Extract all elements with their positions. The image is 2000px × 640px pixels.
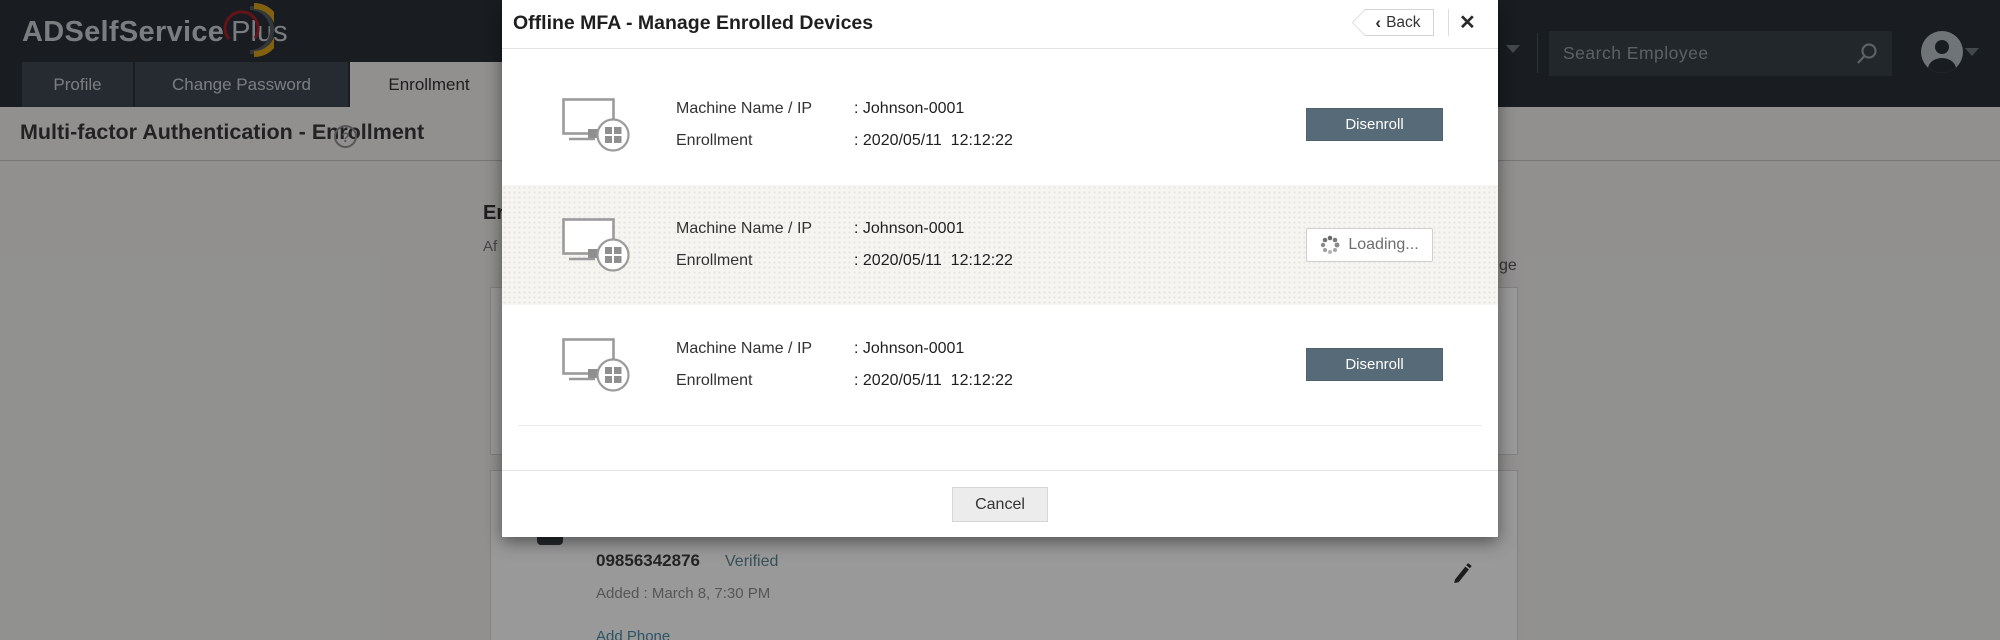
workstation-icon bbox=[562, 98, 630, 152]
spinner-icon bbox=[1321, 235, 1340, 254]
device-row: Machine Name / IP : Johnson-0001 Enrollme… bbox=[502, 185, 1498, 305]
enrollment-label: Enrollment bbox=[676, 372, 753, 389]
device-row: Machine Name / IP : Johnson-0001 Enrollme… bbox=[502, 305, 1498, 425]
phone-added-date: Added : March 8, 7:30 PM bbox=[596, 585, 771, 602]
loading-button: Loading... bbox=[1306, 228, 1433, 262]
edit-pencil-icon[interactable] bbox=[1451, 559, 1473, 583]
modal-header: Offline MFA - Manage Enrolled Devices ‹ … bbox=[502, 0, 1498, 49]
trailing-text-fragment: ge bbox=[1499, 257, 1517, 274]
enrollment-label: Enrollment bbox=[676, 132, 753, 149]
disenroll-button[interactable]: Disenroll bbox=[1306, 348, 1443, 381]
header-divider bbox=[1537, 33, 1538, 73]
help-icon[interactable]: ? bbox=[334, 125, 357, 148]
logo-crescent-icon bbox=[223, 3, 274, 57]
user-menu-caret-icon[interactable] bbox=[1965, 48, 1979, 56]
enrollment-value: : 2020/05/11 12:12:22 bbox=[854, 252, 1013, 269]
domain-dropdown-caret-icon[interactable] bbox=[1506, 45, 1520, 53]
machine-name-value: : Johnson-0001 bbox=[854, 340, 965, 357]
machine-name-value: : Johnson-0001 bbox=[854, 100, 965, 117]
workstation-icon bbox=[562, 338, 630, 392]
search-box bbox=[1549, 31, 1892, 76]
enrollment-value: : 2020/05/11 12:12:22 bbox=[854, 372, 1013, 389]
app-logo: ADSelfService Plus bbox=[22, 16, 288, 49]
enrollment-label: Enrollment bbox=[676, 252, 753, 269]
phone-number: 09856342876 bbox=[596, 551, 701, 570]
tab-change-password[interactable]: Change Password bbox=[135, 62, 348, 107]
cancel-button[interactable]: Cancel bbox=[952, 487, 1048, 522]
add-phone-link[interactable]: Add Phone bbox=[596, 628, 671, 640]
machine-name-value: : Johnson-0001 bbox=[854, 220, 965, 237]
workstation-icon bbox=[562, 218, 630, 272]
back-button-label: Back bbox=[1386, 13, 1421, 31]
tab-profile[interactable]: Profile bbox=[22, 62, 133, 107]
search-icon[interactable] bbox=[1855, 42, 1879, 66]
device-details: Machine Name / IP : Johnson-0001 Enrollme… bbox=[676, 65, 1013, 185]
modal-header-divider bbox=[1448, 9, 1449, 36]
user-avatar-icon[interactable] bbox=[1921, 31, 1963, 73]
logo-text-bold: ADSelfService bbox=[22, 16, 225, 48]
manage-devices-modal: Offline MFA - Manage Enrolled Devices ‹ … bbox=[502, 0, 1498, 537]
logo-text-light: Plus bbox=[231, 16, 288, 48]
tab-enrollment[interactable]: Enrollment bbox=[350, 62, 508, 107]
windows-logo-icon bbox=[605, 127, 622, 143]
device-row: Machine Name / IP : Johnson-0001 Enrollme… bbox=[502, 65, 1498, 185]
loading-label: Loading... bbox=[1348, 236, 1419, 253]
search-input[interactable] bbox=[1549, 31, 1892, 76]
machine-name-label: Machine Name / IP bbox=[676, 220, 813, 237]
modal-title: Offline MFA - Manage Enrolled Devices bbox=[513, 12, 874, 34]
back-chevron-icon: ‹ bbox=[1375, 13, 1382, 32]
device-details: Machine Name / IP : Johnson-0001 Enrollme… bbox=[676, 305, 1013, 425]
back-button-face: ‹ Back bbox=[1353, 10, 1433, 35]
back-button[interactable]: ‹ Back bbox=[1352, 9, 1434, 36]
device-details: Machine Name / IP : Johnson-0001 Enrollme… bbox=[676, 185, 1013, 305]
row-divider bbox=[518, 425, 1482, 426]
machine-name-label: Machine Name / IP bbox=[676, 340, 813, 357]
verified-badge: Verified bbox=[725, 553, 779, 570]
section-subtext-fragment: Af bbox=[483, 238, 498, 255]
machine-name-label: Machine Name / IP bbox=[676, 100, 813, 117]
page-title: Multi-factor Authentication - Enrollment bbox=[20, 120, 425, 144]
footer-divider bbox=[502, 470, 1498, 471]
disenroll-button[interactable]: Disenroll bbox=[1306, 108, 1443, 141]
tab-bar: Profile Change Password Enrollment bbox=[22, 62, 508, 107]
close-icon[interactable]: ✕ bbox=[1459, 12, 1476, 34]
enrollment-value: : 2020/05/11 12:12:22 bbox=[854, 132, 1013, 149]
